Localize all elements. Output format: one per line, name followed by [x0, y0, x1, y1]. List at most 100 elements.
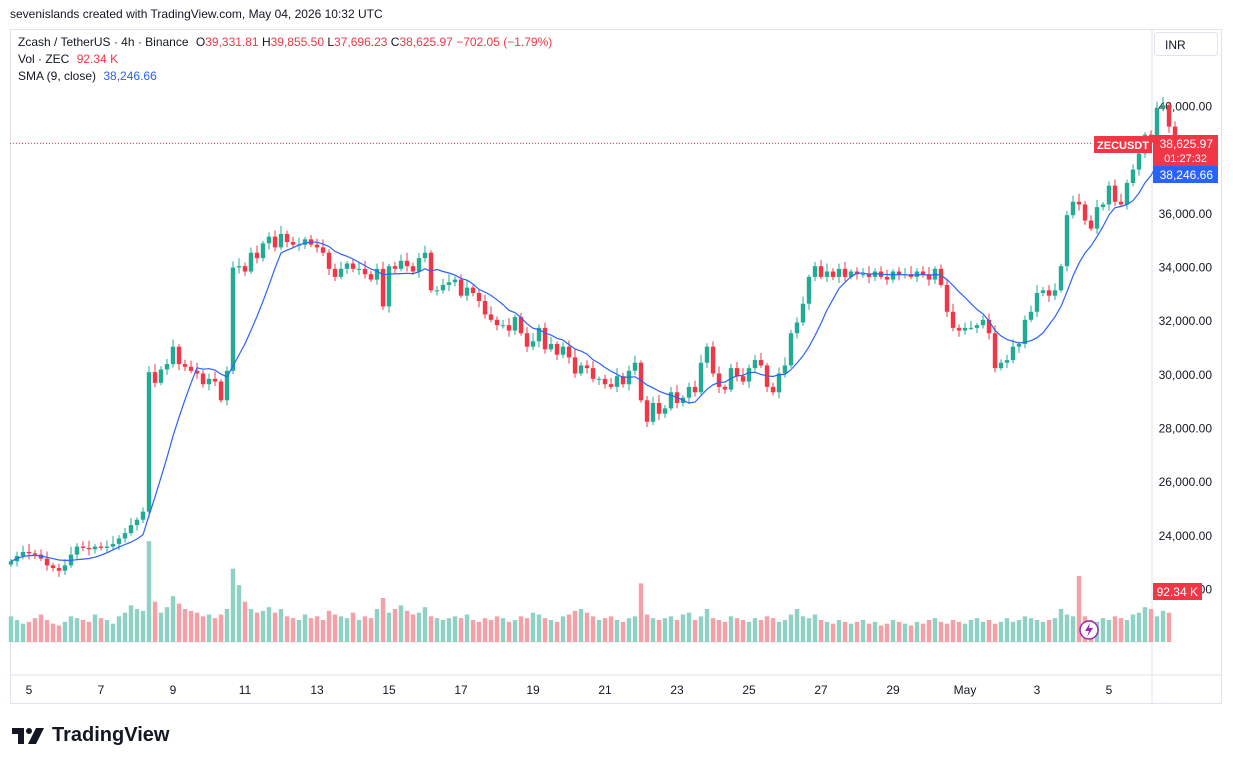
- volume-bar: [656, 620, 662, 642]
- candle-body: [284, 233, 290, 243]
- legend-symbol[interactable]: Zcash / TetherUS · 4h · Binance: [18, 35, 189, 49]
- volume-bar: [842, 621, 848, 642]
- volume-bar: [386, 612, 392, 642]
- volume-bar: [776, 621, 782, 642]
- symbol-badge-label: ZECUSDT: [1097, 140, 1149, 152]
- volume-bar: [380, 598, 386, 642]
- candle-body: [1058, 266, 1064, 291]
- countdown-label: 01:27:32: [1164, 153, 1207, 165]
- volume-bar: [248, 609, 254, 642]
- legend-low-label: L: [327, 35, 335, 49]
- candle-body: [548, 343, 554, 350]
- candle-body: [344, 263, 350, 269]
- volume-bar: [428, 616, 434, 642]
- candle-body: [512, 317, 518, 331]
- volume-bar: [1058, 609, 1064, 642]
- candle-body: [440, 284, 446, 291]
- candle-body: [386, 266, 392, 307]
- volume-badge-label: 92.34 K: [1157, 585, 1198, 599]
- volume-bar: [620, 621, 626, 642]
- volume-badge: [1153, 583, 1202, 600]
- volume-bar: [176, 603, 182, 642]
- volume-bar: [830, 623, 836, 642]
- currency-selector-button[interactable]: INR: [1154, 32, 1218, 56]
- candle-body: [20, 551, 26, 556]
- volume-bar: [140, 610, 146, 642]
- last-price-badge: [1153, 135, 1218, 167]
- volume-bar: [266, 607, 272, 642]
- y-tick-label: 40,000.00: [1159, 100, 1213, 114]
- candle-body: [122, 533, 128, 539]
- candle-body: [1022, 319, 1028, 344]
- volume-bar: [968, 620, 974, 642]
- candle-body: [1136, 153, 1142, 170]
- candle-body: [416, 258, 422, 272]
- candle-body: [1094, 207, 1100, 229]
- volume-bar: [608, 616, 614, 642]
- volume-bar: [398, 605, 404, 642]
- y-tick-label: 28,000.00: [1159, 422, 1213, 436]
- candle-body: [572, 357, 578, 374]
- volume-bar: [80, 620, 86, 642]
- candle-body: [1052, 290, 1058, 296]
- volume-bar: [812, 614, 818, 642]
- volume-bar: [884, 623, 890, 642]
- candle-body: [752, 360, 758, 369]
- volume-bar: [866, 623, 872, 642]
- candle-body: [662, 408, 668, 414]
- brand-name: TradingView: [52, 724, 170, 746]
- volume-bar: [692, 620, 698, 642]
- volume-bar: [194, 612, 200, 642]
- tradingview-brand[interactable]: TradingView: [12, 724, 169, 747]
- candle-body: [164, 364, 170, 370]
- x-tick-label: May: [954, 683, 977, 697]
- volume-bar: [26, 621, 32, 642]
- volume-bar: [590, 616, 596, 642]
- candle-body: [254, 252, 260, 259]
- candle-body: [1040, 290, 1046, 293]
- x-tick-label: 5: [26, 683, 33, 697]
- legend-volume-value: 92.34 K: [76, 52, 119, 66]
- candle-body: [236, 266, 242, 268]
- candle-body: [98, 546, 104, 548]
- candle-body: [452, 279, 458, 283]
- candle-body: [890, 271, 896, 280]
- candle-body: [800, 303, 806, 323]
- volume-bar: [998, 621, 1004, 642]
- lightning-glyph: [1085, 623, 1093, 637]
- candle-body: [1070, 201, 1076, 216]
- volume-bar: [668, 616, 674, 642]
- candle-body: [320, 247, 326, 253]
- volume-bar: [740, 620, 746, 642]
- sma-badge: [1153, 166, 1218, 183]
- volume-bar: [506, 621, 512, 642]
- legend-sma-label[interactable]: SMA (9, close): [18, 69, 97, 83]
- candle-body: [938, 268, 944, 285]
- volume-bar: [800, 616, 806, 642]
- candle-body: [1034, 292, 1040, 312]
- candle-body: [230, 267, 236, 371]
- candle-body: [44, 558, 50, 566]
- volume-bar: [680, 614, 686, 642]
- legend-close-label: C: [390, 35, 400, 49]
- legend-volume-label[interactable]: Vol · ZEC: [18, 52, 70, 66]
- candle-body: [158, 369, 164, 383]
- volume-bar: [596, 620, 602, 642]
- chart-frame[interactable]: [10, 29, 1222, 704]
- tradingview-logo-icon: [12, 727, 44, 744]
- last-price-label: 38,625.97: [1160, 137, 1214, 151]
- volume-bar: [554, 621, 560, 642]
- volume-bar: [158, 612, 164, 642]
- volume-bar: [980, 621, 986, 642]
- volume-bar: [1136, 612, 1142, 642]
- volume-bar: [908, 625, 914, 642]
- volume-bar: [500, 618, 506, 642]
- volume-bar: [368, 618, 374, 642]
- volume-bar: [710, 618, 716, 642]
- volume-bar: [560, 616, 566, 642]
- candle-body: [794, 322, 800, 334]
- y-tick-label: 30,000.00: [1159, 368, 1213, 382]
- candle-body: [464, 287, 470, 296]
- candle-body: [1160, 105, 1166, 108]
